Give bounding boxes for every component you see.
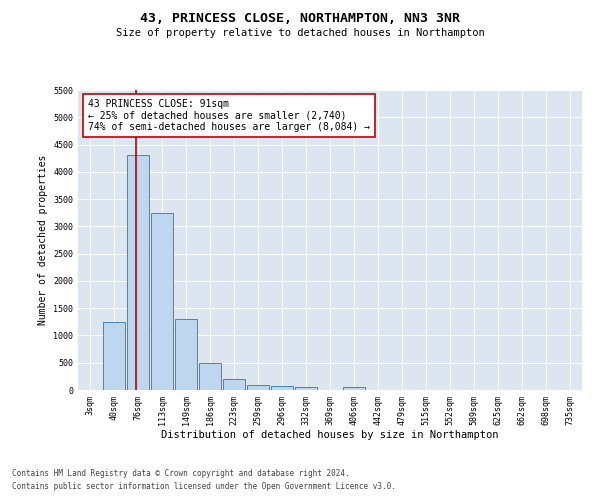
Bar [175, 319, 197, 390]
Bar [103, 322, 125, 390]
Text: 43 PRINCESS CLOSE: 91sqm
← 25% of detached houses are smaller (2,740)
74% of sem: 43 PRINCESS CLOSE: 91sqm ← 25% of detach… [88, 99, 370, 132]
Text: Size of property relative to detached houses in Northampton: Size of property relative to detached ho… [116, 28, 484, 38]
Bar [199, 362, 221, 390]
Text: Contains HM Land Registry data © Crown copyright and database right 2024.: Contains HM Land Registry data © Crown c… [12, 468, 350, 477]
Bar [223, 379, 245, 390]
Y-axis label: Number of detached properties: Number of detached properties [38, 155, 47, 325]
Bar [127, 156, 149, 390]
Bar [343, 388, 365, 390]
Text: 43, PRINCESS CLOSE, NORTHAMPTON, NN3 3NR: 43, PRINCESS CLOSE, NORTHAMPTON, NN3 3NR [140, 12, 460, 26]
Bar [151, 212, 173, 390]
Bar [271, 386, 293, 390]
X-axis label: Distribution of detached houses by size in Northampton: Distribution of detached houses by size … [161, 430, 499, 440]
Bar [295, 386, 317, 390]
Bar [247, 384, 269, 390]
Text: Contains public sector information licensed under the Open Government Licence v3: Contains public sector information licen… [12, 482, 396, 491]
